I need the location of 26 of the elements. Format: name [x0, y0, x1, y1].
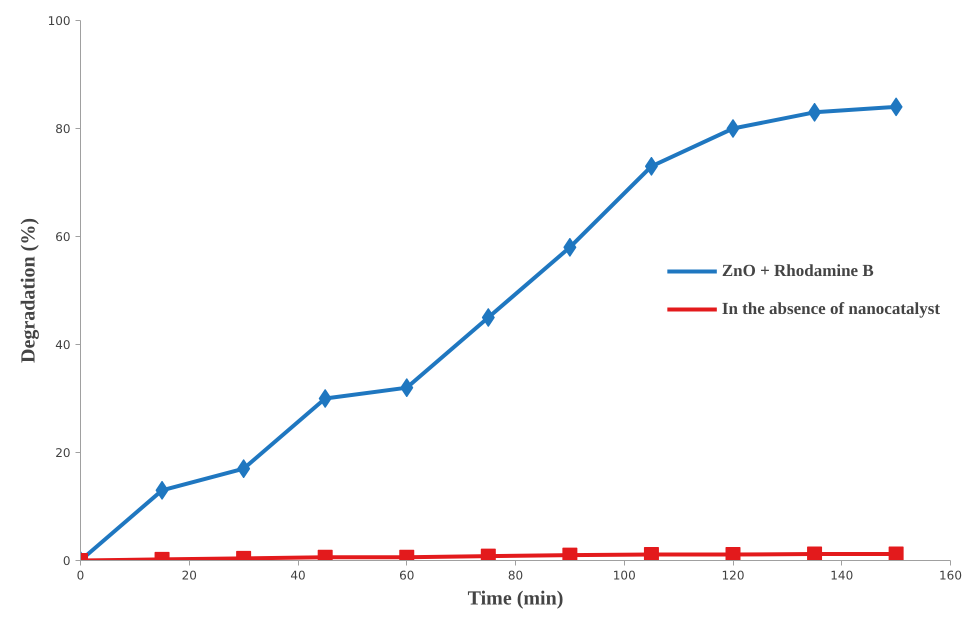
y-tick-label: 0 [62, 554, 71, 568]
point [888, 546, 904, 560]
legend-label: ZnO + Rhodamine B [722, 261, 874, 281]
point [318, 389, 332, 408]
y-tick-label: 100 [48, 14, 70, 28]
point [726, 547, 740, 560]
y-tick-label: 80 [55, 122, 71, 136]
x-tick-label: 60 [399, 568, 414, 582]
point [482, 308, 495, 327]
x-tick-label: 40 [290, 568, 306, 582]
y-axis-title: Degradation (%) [18, 218, 40, 363]
x-axis-title: Time (min) [468, 588, 564, 610]
x-tick-label: 140 [830, 568, 854, 582]
x-tick-label: 80 [508, 568, 524, 582]
y-tick-label: 60 [55, 230, 71, 244]
x-tick-label: 160 [939, 568, 962, 582]
x-tick-label: 0 [76, 568, 84, 582]
point [562, 548, 578, 560]
point [644, 547, 659, 560]
x-tick-label: 100 [612, 568, 636, 582]
y-tick-label: 40 [55, 338, 71, 352]
legend-label: In the absence of nanocatalyst [722, 299, 940, 319]
x-tick-label: 120 [722, 568, 744, 582]
x-tick-label: 20 [182, 568, 197, 582]
point [807, 546, 822, 560]
y-tick-label: 20 [55, 446, 71, 460]
